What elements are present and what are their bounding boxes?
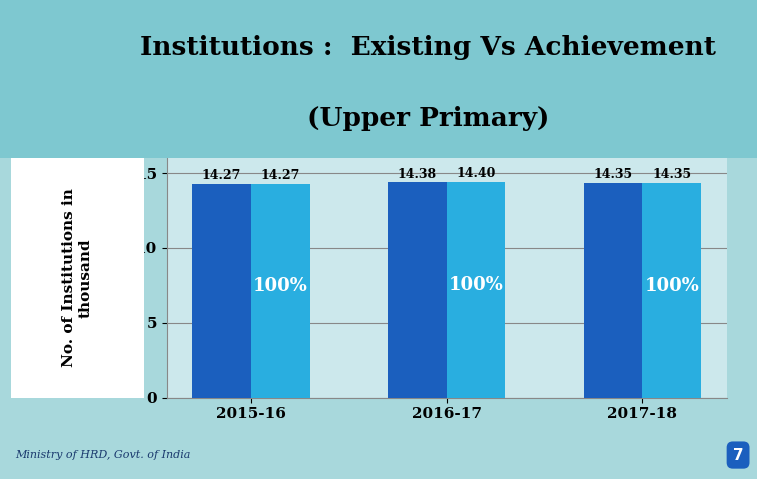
Text: Institutions :  Existing Vs Achievement: Institutions : Existing Vs Achievement bbox=[140, 35, 715, 60]
Text: 14.35: 14.35 bbox=[593, 168, 633, 181]
Text: 100%: 100% bbox=[449, 276, 503, 295]
Text: Ministry of HRD, Govt. of India: Ministry of HRD, Govt. of India bbox=[15, 450, 191, 460]
Text: 14.35: 14.35 bbox=[653, 168, 691, 181]
Bar bbox=[388, 182, 447, 398]
Text: (Upper Primary): (Upper Primary) bbox=[307, 106, 549, 131]
Bar bbox=[251, 184, 310, 398]
Bar bbox=[447, 182, 506, 398]
Text: 14.40: 14.40 bbox=[456, 167, 496, 180]
Legend: Existing, Covered: Existing, Covered bbox=[339, 465, 554, 479]
Bar bbox=[192, 184, 251, 398]
Bar bbox=[584, 183, 643, 398]
Text: 14.38: 14.38 bbox=[397, 168, 437, 181]
Bar bbox=[643, 183, 701, 398]
Text: No. of Institutions in
thousand: No. of Institutions in thousand bbox=[63, 188, 92, 367]
Text: 7: 7 bbox=[733, 447, 743, 463]
Text: 100%: 100% bbox=[253, 277, 307, 296]
Text: 14.27: 14.27 bbox=[201, 169, 241, 182]
Text: 100%: 100% bbox=[644, 277, 699, 295]
Text: 14.27: 14.27 bbox=[260, 169, 300, 182]
